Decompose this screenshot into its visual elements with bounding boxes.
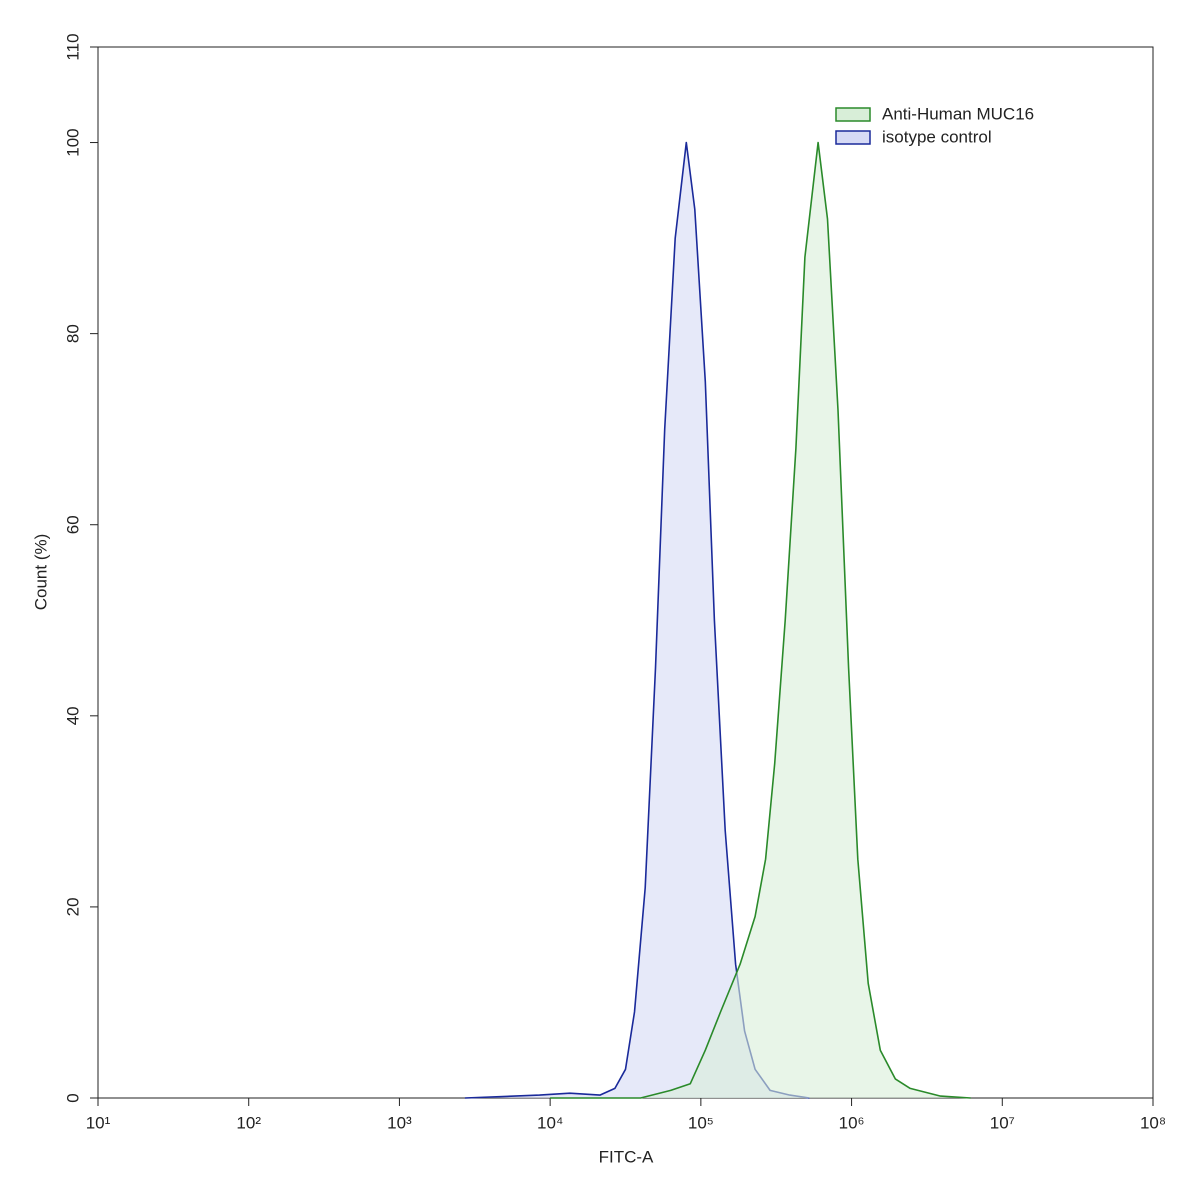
line bbox=[550, 141, 971, 1099]
legend-swatch bbox=[835, 107, 871, 122]
y-tick-label: 40 bbox=[63, 706, 82, 725]
x-tick-label: 10³ bbox=[387, 1113, 412, 1132]
plot-frame bbox=[97, 46, 1154, 1099]
x-tick-label: 10¹ bbox=[86, 1113, 111, 1132]
x-tick-label: 10⁵ bbox=[688, 1113, 714, 1132]
legend-label: Anti-Human MUC16 bbox=[882, 104, 1034, 123]
x-tick-label: 10⁷ bbox=[990, 1113, 1015, 1132]
y-tick-label: 60 bbox=[63, 515, 82, 534]
y-tick-label: 80 bbox=[63, 324, 82, 343]
y-tick-label: 110 bbox=[63, 33, 82, 60]
x-tick-label: 10⁶ bbox=[839, 1113, 865, 1132]
y-tick-label: 0 bbox=[63, 1093, 82, 1102]
area bbox=[464, 142, 810, 1098]
legend-swatch bbox=[835, 130, 871, 145]
x-tick-label: 10⁴ bbox=[537, 1113, 563, 1132]
x-axis-label: FITC-A bbox=[599, 1147, 654, 1166]
y-tick-label: 100 bbox=[63, 128, 82, 156]
y-axis-label: Count (%) bbox=[31, 534, 50, 611]
y-tick-label: 20 bbox=[63, 897, 82, 916]
legend-label: isotype control bbox=[882, 127, 992, 146]
area bbox=[550, 142, 971, 1098]
x-tick-label: 10⁸ bbox=[1140, 1113, 1166, 1132]
x-tick-label: 10² bbox=[236, 1113, 261, 1132]
